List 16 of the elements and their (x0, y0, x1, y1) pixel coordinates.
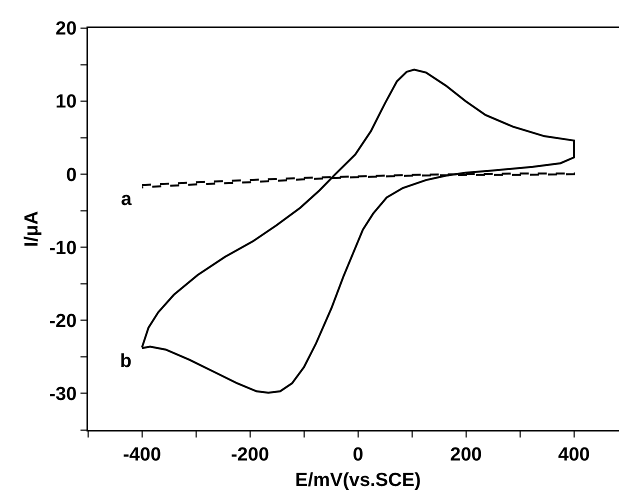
y-axis-title: I/μA (21, 210, 42, 247)
series-label: a (121, 189, 132, 210)
y-tick-label: -30 (49, 384, 77, 406)
y-tick-label: 0 (66, 164, 77, 186)
y-tick-label: -20 (49, 311, 77, 332)
y-tick-label: 10 (56, 92, 77, 113)
x-tick-label: 200 (450, 444, 482, 466)
y-tick-label: -10 (49, 238, 77, 259)
x-axis-title: E/mV(vs.SCE) (295, 470, 421, 491)
line-series (141, 68, 575, 394)
y-tick-label: 20 (56, 18, 77, 40)
series-label: b (120, 351, 132, 372)
x-tick-label: -400 (122, 444, 162, 466)
x-tick-label: 0 (352, 444, 364, 466)
x-tick-label: 400 (558, 444, 590, 466)
x-tick-label: -200 (230, 444, 270, 466)
